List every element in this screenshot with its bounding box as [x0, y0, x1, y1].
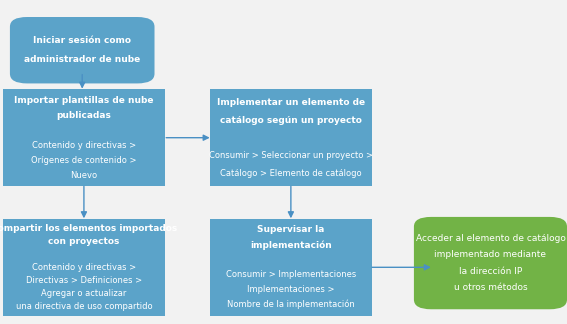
- Text: con proyectos: con proyectos: [48, 237, 120, 246]
- Text: implementación: implementación: [250, 240, 332, 249]
- Text: Contenido y directivas >: Contenido y directivas >: [32, 141, 136, 150]
- Text: u otros métodos: u otros métodos: [454, 283, 527, 292]
- Text: administrador de nube: administrador de nube: [24, 55, 141, 64]
- Text: catálogo según un proyecto: catálogo según un proyecto: [220, 116, 362, 124]
- Text: Nuevo: Nuevo: [70, 170, 98, 179]
- Text: Consumir > Seleccionar un proyecto >: Consumir > Seleccionar un proyecto >: [209, 151, 373, 160]
- FancyBboxPatch shape: [10, 17, 154, 84]
- Text: la dirección IP: la dirección IP: [459, 267, 522, 276]
- Text: implementado mediante: implementado mediante: [434, 250, 547, 260]
- Text: Directivas > Definiciones >: Directivas > Definiciones >: [26, 276, 142, 285]
- FancyBboxPatch shape: [3, 219, 164, 316]
- Text: Orígenes de contenido >: Orígenes de contenido >: [31, 156, 137, 165]
- Text: una directiva de uso compartido: una directiva de uso compartido: [16, 302, 152, 311]
- Text: Contenido y directivas >: Contenido y directivas >: [32, 263, 136, 272]
- Text: publicadas: publicadas: [57, 111, 111, 120]
- Text: Agregar o actualizar: Agregar o actualizar: [41, 289, 126, 298]
- Text: Consumir > Implementaciones: Consumir > Implementaciones: [226, 270, 356, 279]
- FancyBboxPatch shape: [3, 89, 164, 186]
- Text: Compartir los elementos importados: Compartir los elementos importados: [0, 224, 177, 233]
- Text: Supervisar la: Supervisar la: [257, 226, 324, 235]
- FancyBboxPatch shape: [210, 219, 372, 316]
- FancyBboxPatch shape: [210, 89, 372, 186]
- Text: Nombre de la implementación: Nombre de la implementación: [227, 300, 355, 309]
- Text: Implementar un elemento de: Implementar un elemento de: [217, 98, 365, 107]
- Text: Catálogo > Elemento de catálogo: Catálogo > Elemento de catálogo: [220, 168, 362, 178]
- Text: Implementaciones >: Implementaciones >: [247, 285, 335, 294]
- Text: Acceder al elemento de catálogo: Acceder al elemento de catálogo: [416, 234, 565, 243]
- Text: Iniciar sesión como: Iniciar sesión como: [33, 36, 131, 45]
- FancyBboxPatch shape: [414, 217, 567, 309]
- Text: Importar plantillas de nube: Importar plantillas de nube: [14, 96, 154, 105]
